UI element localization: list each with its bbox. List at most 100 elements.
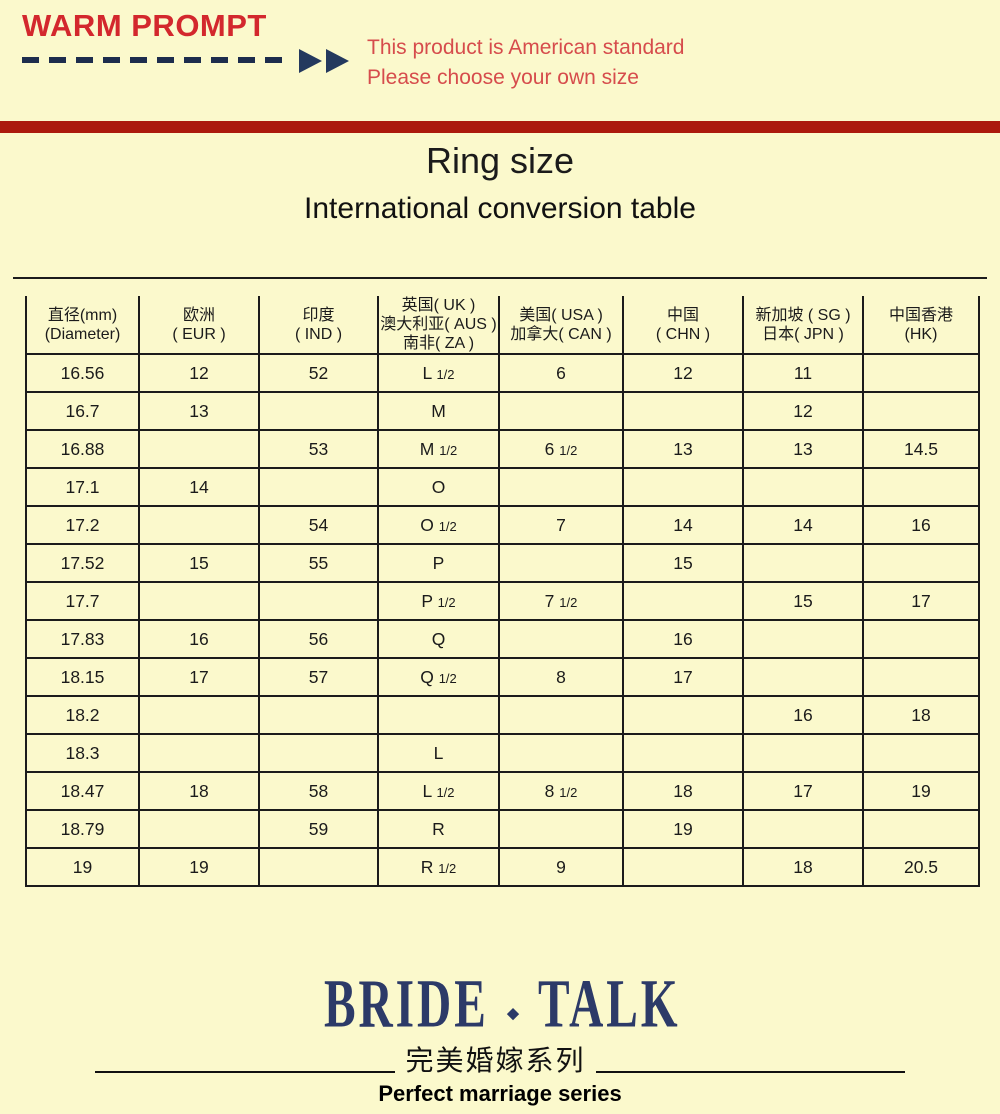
table-cell: O 1/2 [377,505,500,545]
table-cell [138,809,260,849]
table-cell [742,733,864,773]
table-cell: 8 [498,657,624,697]
table-header-row: 直径(mm) (Diameter) 欧洲( EUR ) 印度( IND ) 英国( UK… [25,296,980,355]
table-cell [498,809,624,849]
table-cell: 19 [622,809,744,849]
table-cell: 17.83 [25,619,140,659]
table-cell: 14 [138,467,260,507]
table-cell: L 1/2 [377,771,500,811]
table-cell: 13 [742,429,864,469]
table-cell: 16.88 [25,429,140,469]
right-rule [595,1071,905,1073]
table-cell: M [377,391,500,431]
table-row: 19 19 R 1/2 9 18 20.5 [25,847,980,887]
table-cell: 16 [742,695,864,735]
table-cell [498,391,624,431]
table-cell [138,505,260,545]
table-cell [622,467,744,507]
table-cell: 12 [622,353,744,393]
table-cell: 18 [862,695,980,735]
table-cell [498,695,624,735]
table-cell: 16 [862,505,980,545]
table-cell [622,391,744,431]
table-cell: O [377,467,500,507]
table-cell: 12 [742,391,864,431]
brand-chinese-text: 完美婚嫁系列 [405,1045,586,1076]
table-cell [498,733,624,773]
table-cell: 14.5 [862,429,980,469]
column-header: 新加坡 ( SG ) 日本( JPN ) [742,296,864,355]
table-cell: 6 1/2 [498,429,624,469]
table-cell: L [377,733,500,773]
table-cell: Q 1/2 [377,657,500,697]
table-cell: 13 [622,429,744,469]
table-cell: P [377,543,500,583]
table-cell: 17 [138,657,260,697]
table-cell [498,467,624,507]
table-cell: M 1/2 [377,429,500,469]
table-row: 18.47 18 58 L 1/2 8 1/2 18 17 19 [25,771,980,811]
table-cell: 18 [742,847,864,887]
table-cell [862,657,980,697]
table-cell: 19 [862,771,980,811]
table-cell: 19 [138,847,260,887]
table-cell: 6 [498,353,624,393]
brand-logo-left: BRIDE [323,965,489,1042]
column-header: 中国( CHN ) [622,296,744,355]
table-cell [742,809,864,849]
table-cell: 17 [862,581,980,621]
table-row: 17.52 15 55 P 15 [25,543,980,583]
table-row: 17.2 54 O 1/2 7 14 14 16 [25,505,980,545]
table-cell: 17.7 [25,581,140,621]
table-cell [622,847,744,887]
table-cell [862,353,980,393]
table-cell [862,391,980,431]
table-row: 17.1 14 O [25,467,980,507]
page-title: Ring size [425,140,575,181]
table-cell: 16.7 [25,391,140,431]
brand-chinese-row: 完美婚嫁系列 [0,1044,1000,1078]
table-cell [862,733,980,773]
table-cell: 18.2 [25,695,140,735]
table-row: 17.7 P 1/2 7 1/2 15 17 [25,581,980,621]
table-cell: 17.2 [25,505,140,545]
warm-prompt-title: WARM PROMPT [22,8,267,43]
table-cell [138,733,260,773]
table-cell: 15 [138,543,260,583]
table-cell: R 1/2 [377,847,500,887]
table-cell: 18.47 [25,771,140,811]
table-cell: 18.79 [25,809,140,849]
table-row: 18.2 16 18 [25,695,980,735]
table-cell: 16 [138,619,260,659]
table-cell: 14 [742,505,864,545]
table-cell: 18.15 [25,657,140,697]
table-cell [862,809,980,849]
table-top-rule [13,277,987,279]
table-cell [742,543,864,583]
table-cell: 54 [258,505,379,545]
table-cell: 53 [258,429,379,469]
table-cell: 19 [25,847,140,887]
table-cell [862,467,980,507]
table-cell [258,695,379,735]
left-rule [95,1071,396,1073]
table-cell: 17 [622,657,744,697]
table-cell: L 1/2 [377,353,500,393]
table-cell: 18 [138,771,260,811]
table-cell: 59 [258,809,379,849]
table-cell: 8 1/2 [498,771,624,811]
column-header: 中国香港 (HK) [862,296,980,355]
table-cell: 15 [742,581,864,621]
table-cell: 11 [742,353,864,393]
table-cell: 12 [138,353,260,393]
table-cell [258,467,379,507]
page-subtitle: International conversion table [304,192,696,225]
table-row: 16.88 53 M 1/2 6 1/2 13 13 14.5 [25,429,980,469]
table-cell: R [377,809,500,849]
table-cell [742,467,864,507]
table-cell [862,543,980,583]
table-cell: 14 [622,505,744,545]
table-cell [622,581,744,621]
prompt-text: This product is American standard Please… [367,33,684,93]
table-row: 17.83 16 56 Q 16 [25,619,980,659]
